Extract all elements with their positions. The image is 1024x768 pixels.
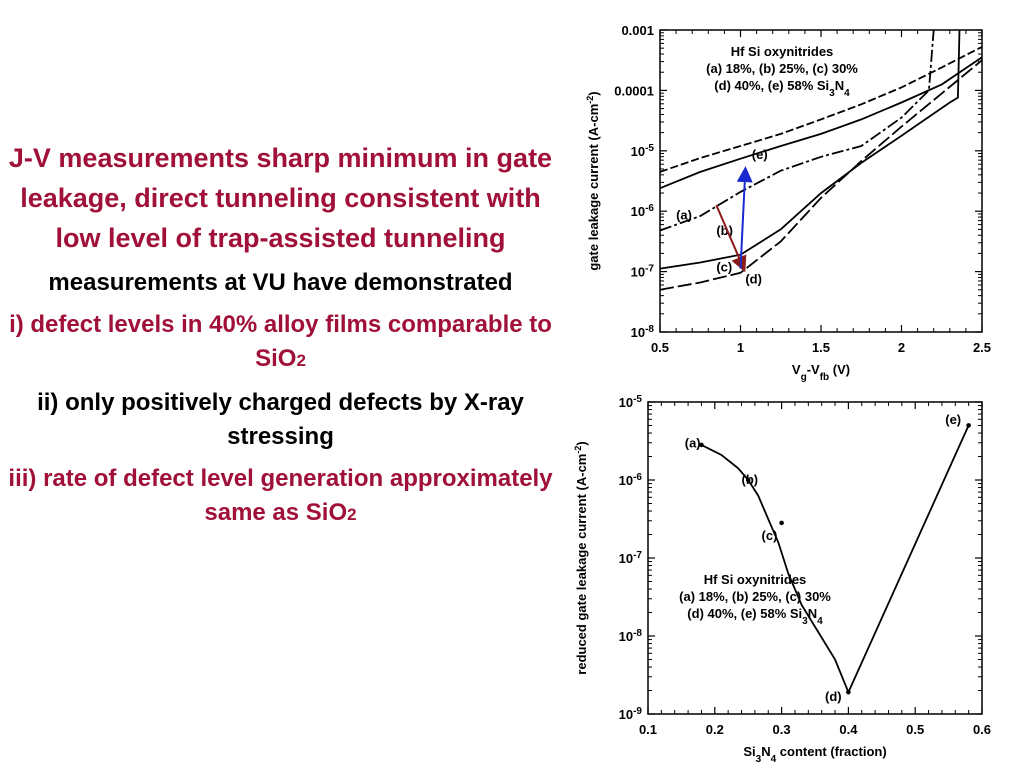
x-tick-label: 0.5	[651, 340, 669, 355]
series-line	[659, 29, 961, 270]
annotation-line: (a) 18%, (b) 25%, (c) 30%	[706, 61, 858, 76]
data-point	[779, 520, 784, 526]
x-tick-label: 0.5	[906, 722, 924, 737]
x-tick-label: 2	[898, 340, 905, 355]
x-tick-label: 0.4	[839, 722, 858, 737]
finding-1-subscript: 2	[296, 351, 306, 370]
x-tick-label: 2.5	[973, 340, 991, 355]
slide-text: J-V measurements sharp minimum in gate l…	[8, 138, 553, 532]
finding-2: ii) only positively charged defects by X…	[37, 389, 524, 450]
finding-1-text: i) defect levels in 40% alloy films comp…	[9, 311, 552, 372]
finding-3: iii) rate of defect level generation app…	[8, 462, 553, 532]
y-axis-label: gate leakage current (A-cm-2)	[585, 91, 601, 270]
x-tick-label: 1	[737, 340, 744, 355]
y-tick-label: 10-9	[619, 706, 643, 723]
y-tick-label: 10-8	[631, 324, 655, 341]
y-tick-label: 10-8	[619, 628, 643, 645]
series-label: (d)	[825, 689, 842, 704]
series-line	[659, 59, 983, 291]
annotation-line: (d) 40%, (e) 58% Si3N4	[687, 606, 823, 627]
series-label: (a)	[685, 435, 701, 450]
y-tick-label: 10-5	[631, 142, 655, 159]
annotation-line: (a) 18%, (b) 25%, (c) 30%	[679, 589, 831, 604]
data-point	[966, 423, 971, 428]
y-tick-label: 10-7	[619, 550, 643, 567]
series-label: (d)	[745, 271, 762, 286]
series-label: (c)	[716, 259, 732, 274]
y-axis-label: reduced gate leakage current (A-cm-2)	[573, 441, 589, 674]
annotation-title: Hf Si oxynitrides	[731, 44, 834, 59]
data-point	[846, 689, 851, 695]
y-tick-label: 10-6	[619, 472, 643, 489]
series-label: (e)	[945, 412, 961, 427]
series-label: (b)	[742, 472, 759, 487]
finding-3-text: iii) rate of defect level generation app…	[8, 465, 553, 526]
slide-heading: J-V measurements sharp minimum in gate l…	[8, 143, 553, 253]
series-label: (e)	[752, 147, 768, 162]
series-line	[659, 29, 935, 232]
y-tick-label: 0.0001	[614, 83, 654, 98]
chart-2: 10-5 10-6 10-7 10-8 10-90.1 0.2 0.3 0.4 0.5 0.6 Si…	[573, 394, 991, 765]
y-tick-label: 10-6	[631, 203, 655, 220]
series-line	[700, 425, 970, 695]
x-tick-label: 0.2	[706, 722, 724, 737]
arrow-blue	[736, 166, 753, 269]
series-label: (c)	[762, 528, 778, 543]
y-tick-label: 10-7	[631, 263, 655, 280]
arrow-red	[715, 204, 747, 273]
x-tick-label: 0.1	[639, 722, 657, 737]
x-axis-label: Vg-Vfb (V)	[792, 362, 850, 383]
x-tick-label: 0.6	[973, 722, 991, 737]
series-line	[659, 46, 983, 173]
data-point	[699, 442, 704, 448]
annotation-line: (d) 40%, (e) 58% Si3N4	[714, 78, 850, 99]
series-line	[659, 56, 983, 190]
x-axis-label: Si3N4 content (fraction)	[743, 744, 886, 765]
x-tick-label: 0.3	[773, 722, 791, 737]
finding-1: i) defect levels in 40% alloy films comp…	[8, 308, 553, 378]
finding-3-subscript: 2	[347, 505, 357, 524]
x-tick-label: 1.5	[812, 340, 830, 355]
annotation-title: Hf Si oxynitrides	[704, 572, 807, 587]
y-tick-label: 10-5	[619, 394, 643, 411]
series-label: (a)	[676, 207, 692, 222]
intro-text: measurements at VU have demonstrated	[48, 269, 513, 296]
y-tick-label: 0.001	[621, 23, 654, 38]
chart-1: 0.001 0.0001 10-5 10-6 10-7 10-80.5 1 1.5 2 2.5 Vg…	[585, 23, 991, 383]
data-point	[745, 477, 751, 483]
